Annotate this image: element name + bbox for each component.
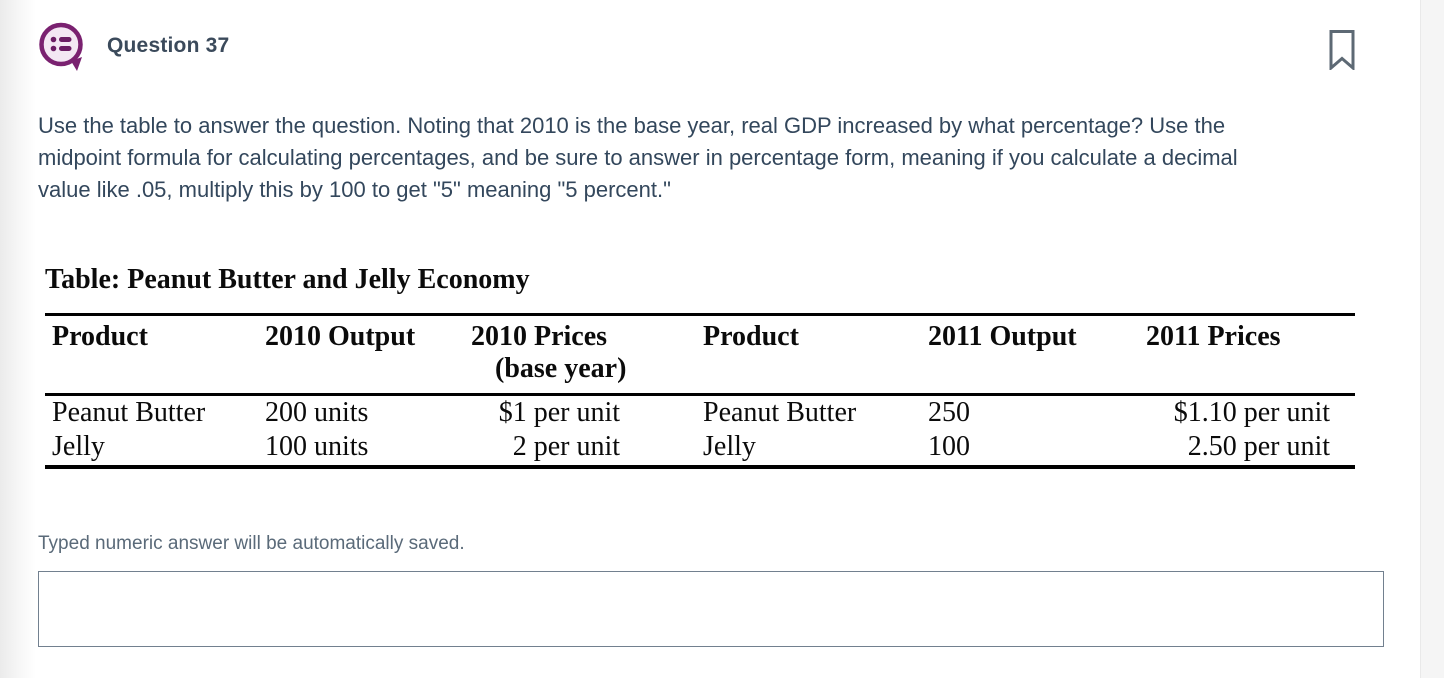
question-text-line: Use the table to answer the question. No… [38,113,1226,138]
question-text-line: value like .05, multiply this by 100 to … [38,177,671,202]
bookmark-button[interactable] [1329,30,1355,70]
cell-product: Peanut Butter [703,397,857,429]
col-header-2010-prices: 2010 Prices (base year) [471,314,703,396]
table-header-row: Product 2010 Output 2010 Prices (base ye… [45,314,1355,396]
cell-2010-output: 200 units [265,397,369,429]
table-row: Jelly 100 units 2 per unit Jelly 100 2.5… [45,431,1355,467]
question-text-line: midpoint formula for calculating percent… [38,145,1238,170]
cell-product: Jelly [703,430,756,462]
cell-2010-price: $1 per unit [498,397,620,429]
list-bubble-icon [38,21,86,71]
col-header-product-2011: Product [703,314,928,396]
col-header-2011-prices: 2011 Prices [1146,314,1355,396]
col-header-2011-output: 2011 Output [928,314,1146,396]
economy-table: Product 2010 Output 2010 Prices (base ye… [45,313,1355,469]
cell-2011-price: $1.10 per unit [1173,397,1330,429]
cell-2011-price: 2.50 per unit [1187,430,1330,462]
col-header-2010-prices-line1: 2010 Prices [471,321,608,352]
cell-2011-output: 100 [928,430,970,462]
table-row: Peanut Butter 200 units $1 per unit Pean… [45,395,1355,431]
table-figure: Table: Peanut Butter and Jelly Economy P… [45,262,1444,469]
cell-product: Jelly [52,430,105,462]
table-title: Table: Peanut Butter and Jelly Economy [45,264,530,295]
cell-2010-price: 2 per unit [512,430,620,462]
question-header: Question 37 [38,21,1444,71]
col-header-product-2010: Product [45,314,265,396]
autosave-note: Typed numeric answer will be automatical… [38,532,465,554]
bookmark-icon [1329,30,1355,70]
question-text: Use the table to answer the question. No… [38,110,1343,206]
cell-product: Peanut Butter [52,397,206,429]
question-page: Question 37 Use the table to answer the … [38,21,1444,647]
col-header-base-year: (base year) [495,353,627,384]
answer-input[interactable] [38,570,1384,647]
col-header-2010-output: 2010 Output [265,314,471,396]
left-gutter [0,0,36,678]
page-title: Question 37 [107,34,230,57]
cell-2010-output: 100 units [265,430,369,462]
right-gutter [1420,0,1444,678]
cell-2011-output: 250 [928,397,970,429]
